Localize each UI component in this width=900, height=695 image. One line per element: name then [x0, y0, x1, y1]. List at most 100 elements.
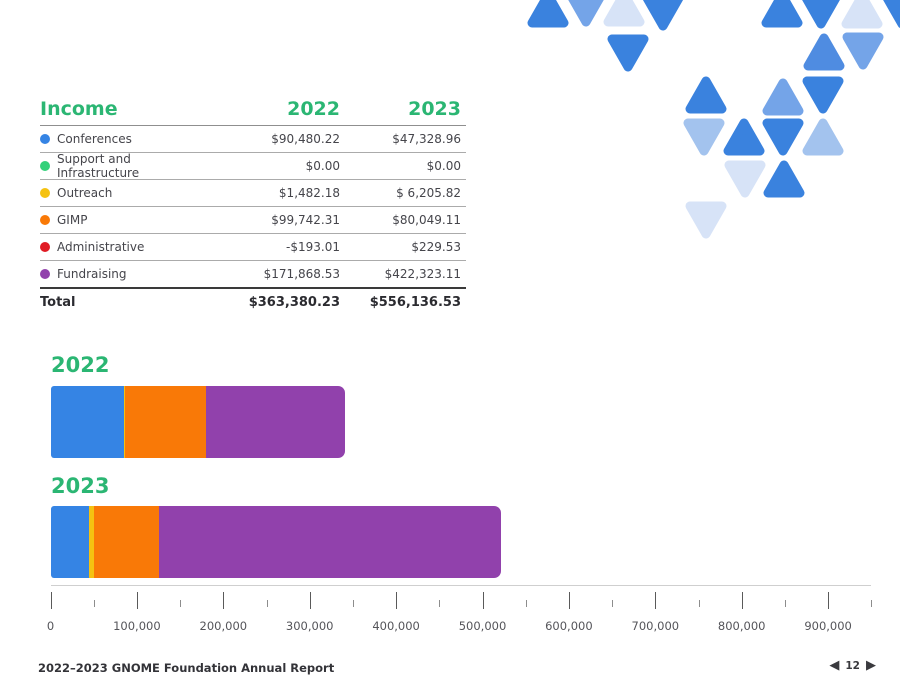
axis-tick [482, 592, 484, 609]
category-dot-icon [40, 188, 50, 198]
row-label-cell: Conferences [40, 132, 210, 146]
triangle-icon [842, 32, 884, 70]
row-value-2022: $1,482.18 [278, 186, 340, 200]
chart-title-2022: 2022 [51, 353, 110, 377]
income-table-title: Income [40, 98, 118, 120]
triangle-icon [762, 78, 804, 116]
triangle-icon [841, 0, 883, 29]
axis-tick-label: 700,000 [631, 619, 680, 633]
table-row: Outreach $1,482.18 $ 6,205.82 [40, 180, 466, 207]
row-label: Administrative [57, 240, 145, 254]
category-dot-icon [40, 134, 50, 144]
triangle-icon [685, 201, 727, 239]
page-navigation: ◀ 12 ▶ [829, 659, 876, 672]
row-label-cell: Outreach [40, 186, 210, 200]
axis-tick [698, 600, 700, 607]
axis-tick-label: 100,000 [113, 619, 161, 633]
row-label: Support and Infrastructure [57, 152, 140, 180]
bar-segment-outreach [89, 506, 95, 578]
column-header-2023: 2023 [408, 98, 461, 120]
column-header-2022: 2022 [287, 98, 340, 120]
axis-line [51, 585, 871, 586]
axis-tick [568, 592, 570, 609]
axis-tick-label: 0 [46, 619, 55, 633]
stacked-bar-2023 [51, 506, 502, 578]
bar-segment-gimp [125, 386, 207, 458]
axis-tick [309, 592, 311, 609]
next-page-icon[interactable]: ▶ [866, 658, 876, 673]
category-dot-icon [40, 269, 50, 279]
bar-segment-fundraising [159, 506, 502, 578]
axis-tick-label: 300,000 [285, 619, 334, 633]
axis-tick [93, 600, 95, 607]
table-row: Conferences $90,480.22 $47,328.96 [40, 126, 466, 153]
axis-tick-label: 500,000 [458, 619, 507, 633]
triangle-icon [802, 76, 844, 114]
row-label: Outreach [57, 186, 113, 200]
category-dot-icon [40, 215, 50, 225]
triangle-icon [724, 160, 766, 198]
table-row: Administrative -$193.01 $229.53 [40, 234, 466, 261]
row-label-cell: Administrative [40, 240, 210, 254]
triangle-icon [607, 34, 649, 72]
row-value-2023: $229.53 [411, 240, 461, 254]
axis-tick [223, 592, 225, 609]
axis-tick [655, 592, 657, 609]
axis-tick [741, 592, 743, 609]
row-label-cell: GIMP [40, 213, 210, 227]
bar-segment-conferences [51, 386, 125, 458]
triangle-icon [568, 0, 604, 27]
triangle-icon [802, 0, 840, 29]
triangle-icon [802, 118, 844, 156]
triangle-icon [803, 33, 845, 71]
triangle-icon [883, 0, 900, 29]
row-value-2022: $90,480.22 [271, 132, 340, 146]
table-row: GIMP $99,742.31 $80,049.11 [40, 207, 466, 234]
stacked-bar-2022 [51, 386, 346, 458]
row-value-2022: -$193.01 [286, 240, 340, 254]
axis-tick [266, 600, 268, 607]
income-table-header: Income 2022 2023 [40, 94, 466, 126]
table-row: Fundraising $171,868.53 $422,323.11 [40, 261, 466, 287]
axis-tick [871, 600, 873, 607]
axis-tick-label: 200,000 [199, 619, 248, 633]
bar-segment-conferences [51, 506, 90, 578]
category-dot-icon [40, 161, 50, 171]
chart-title-2023: 2023 [51, 474, 110, 498]
axis-tick [50, 592, 52, 609]
prev-page-icon[interactable]: ◀ [829, 658, 840, 673]
axis-tick [784, 600, 786, 607]
axis-tick [396, 592, 398, 609]
category-dot-icon [40, 242, 50, 252]
axis-tick-label: 800,000 [717, 619, 766, 633]
triangle-icon [762, 118, 804, 156]
row-value-2022: $171,868.53 [263, 267, 340, 281]
axis-tick-label: 400,000 [372, 619, 420, 633]
triangle-icon [683, 118, 725, 156]
bar-segment-fundraising [206, 386, 346, 458]
row-value-2023: $47,328.96 [392, 132, 461, 146]
axis-tick [525, 600, 527, 607]
row-value-2023: $422,323.11 [384, 267, 461, 281]
row-label: GIMP [57, 213, 88, 227]
axis-tick-label: 900,000 [804, 619, 852, 633]
row-value-2023: $80,049.11 [392, 213, 461, 227]
total-label: Total [40, 295, 76, 310]
axis-tick [180, 600, 182, 607]
axis-tick [439, 600, 441, 607]
table-row: Support and Infrastructure $0.00 $0.00 [40, 152, 466, 180]
bar-segment-gimp [94, 506, 160, 578]
row-value-2023: $0.00 [426, 159, 461, 173]
triangle-icon [603, 0, 645, 27]
axis-tick-label: 600,000 [545, 619, 593, 633]
row-value-2022: $99,742.31 [271, 213, 340, 227]
axis-tick [352, 600, 354, 607]
triangle-icon [723, 118, 765, 156]
row-label-cell: Fundraising [40, 267, 210, 281]
axis-tick [612, 600, 614, 607]
footer-report-title: 2022–2023 GNOME Foundation Annual Report [38, 661, 335, 675]
total-value-2022: $363,380.23 [248, 295, 340, 310]
row-value-2023: $ 6,205.82 [396, 186, 461, 200]
axis-tick [136, 592, 138, 609]
